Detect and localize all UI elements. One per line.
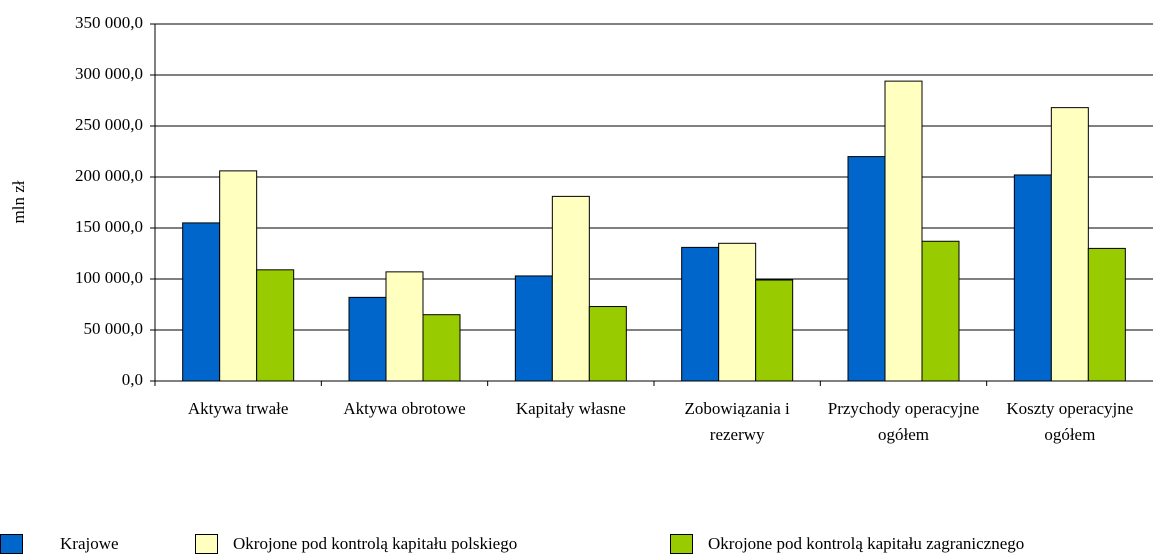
bar xyxy=(219,170,258,382)
bar xyxy=(422,314,461,382)
bar xyxy=(256,269,295,382)
bar xyxy=(385,271,424,382)
bar xyxy=(551,195,590,382)
legend-swatch xyxy=(670,534,693,554)
x-tick-label: Zobowiązania i rezerwy xyxy=(684,399,790,444)
bar xyxy=(1050,107,1089,382)
legend-label: Okrojone pod kontrolą kapitału zagranicz… xyxy=(708,534,1024,553)
bar xyxy=(514,275,553,382)
bar xyxy=(921,240,960,382)
y-tick-label: 150 000,0 xyxy=(75,217,143,236)
bar xyxy=(182,222,221,382)
y-tick-label: 50 000,0 xyxy=(84,319,144,338)
bar xyxy=(588,306,627,382)
bar xyxy=(681,246,720,382)
bar xyxy=(847,156,886,382)
bar xyxy=(1013,174,1052,382)
y-axis-label: mln zł xyxy=(9,180,28,223)
bar xyxy=(718,242,757,382)
legend-swatch xyxy=(195,534,218,554)
legend-label: Okrojone pod kontrolą kapitału polskiego xyxy=(233,534,517,553)
legend-swatch xyxy=(0,534,23,554)
y-tick-label: 350 000,0 xyxy=(75,13,143,32)
y-tick-label: 200 000,0 xyxy=(75,166,143,185)
x-tick-label: Aktywa trwałe xyxy=(187,399,289,418)
x-tick-label: Kapitały własne xyxy=(515,399,626,418)
x-tick-label: Koszty operacyjne ogółem xyxy=(1006,399,1134,444)
y-tick-label: 250 000,0 xyxy=(75,115,143,134)
x-tick-label: Aktywa obrotowe xyxy=(343,399,466,418)
y-tick-label: 100 000,0 xyxy=(75,268,143,287)
bar xyxy=(755,279,794,382)
x-tick-label: Przychody operacyjne ogółem xyxy=(827,399,980,444)
y-tick-label: 0,0 xyxy=(122,370,143,389)
bar xyxy=(348,296,387,382)
bar xyxy=(1087,247,1126,382)
bar xyxy=(884,80,923,382)
legend-label: Krajowe xyxy=(60,534,119,553)
y-tick-label: 300 000,0 xyxy=(75,64,143,83)
